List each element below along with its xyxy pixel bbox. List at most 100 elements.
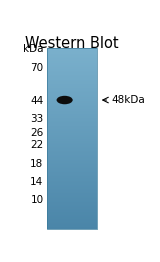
Bar bbox=[47, 96, 97, 97]
Bar bbox=[47, 122, 97, 123]
Bar bbox=[47, 106, 97, 107]
Bar bbox=[47, 133, 97, 134]
Bar bbox=[47, 139, 97, 140]
Bar bbox=[47, 153, 97, 154]
Bar bbox=[47, 76, 97, 77]
Bar bbox=[47, 134, 97, 135]
Bar bbox=[47, 127, 97, 128]
Bar bbox=[47, 55, 97, 56]
Text: 18: 18 bbox=[30, 159, 44, 168]
Bar bbox=[47, 185, 97, 186]
Bar bbox=[47, 111, 97, 112]
Bar bbox=[47, 121, 97, 122]
Bar bbox=[47, 91, 97, 92]
Bar bbox=[47, 211, 97, 212]
Bar bbox=[47, 108, 97, 109]
Bar bbox=[47, 208, 97, 209]
Text: 48kDa: 48kDa bbox=[111, 95, 145, 105]
Bar bbox=[47, 198, 97, 199]
Text: 26: 26 bbox=[30, 128, 44, 138]
Bar bbox=[47, 70, 97, 71]
Bar bbox=[47, 225, 97, 226]
Bar bbox=[47, 101, 97, 102]
Bar bbox=[47, 177, 97, 178]
Bar bbox=[47, 155, 97, 156]
Bar bbox=[47, 98, 97, 99]
Bar bbox=[47, 53, 97, 54]
Bar bbox=[47, 57, 97, 58]
Bar bbox=[47, 145, 97, 146]
Bar bbox=[47, 149, 97, 150]
Bar bbox=[47, 71, 97, 72]
Bar bbox=[47, 221, 97, 222]
Bar bbox=[47, 174, 97, 175]
Bar bbox=[47, 119, 97, 120]
Bar bbox=[47, 222, 97, 223]
Bar bbox=[47, 182, 97, 183]
Bar bbox=[47, 66, 97, 67]
Bar bbox=[47, 192, 97, 193]
Bar bbox=[47, 93, 97, 94]
Bar bbox=[47, 100, 97, 101]
Bar bbox=[47, 92, 97, 93]
Bar bbox=[47, 181, 97, 182]
Bar bbox=[47, 90, 97, 91]
Bar bbox=[47, 142, 97, 143]
Bar bbox=[47, 172, 97, 173]
Bar bbox=[47, 184, 97, 185]
Bar bbox=[47, 77, 97, 78]
Bar bbox=[47, 158, 97, 159]
Bar bbox=[47, 138, 97, 139]
Bar bbox=[47, 131, 97, 132]
Bar bbox=[47, 194, 97, 195]
Bar bbox=[47, 116, 97, 117]
Bar bbox=[47, 224, 97, 225]
Bar bbox=[47, 103, 97, 104]
Bar bbox=[47, 209, 97, 210]
Bar bbox=[47, 162, 97, 163]
Bar bbox=[47, 113, 97, 114]
Bar bbox=[47, 214, 97, 215]
Bar bbox=[47, 115, 97, 116]
Bar bbox=[47, 190, 97, 191]
Bar bbox=[47, 206, 97, 207]
Bar bbox=[47, 49, 97, 50]
Bar bbox=[47, 80, 97, 81]
Bar bbox=[47, 56, 97, 57]
Bar bbox=[47, 197, 97, 198]
Bar bbox=[47, 226, 97, 227]
Bar bbox=[47, 78, 97, 79]
Bar bbox=[47, 102, 97, 103]
Bar bbox=[47, 82, 97, 83]
Bar bbox=[47, 199, 97, 200]
Bar bbox=[47, 189, 97, 190]
Bar bbox=[47, 109, 97, 110]
Bar bbox=[47, 140, 97, 141]
Bar bbox=[47, 118, 97, 119]
Bar bbox=[47, 164, 97, 165]
Ellipse shape bbox=[57, 96, 73, 104]
Bar bbox=[47, 69, 97, 70]
Bar bbox=[47, 75, 97, 76]
Bar bbox=[47, 212, 97, 213]
Bar bbox=[47, 128, 97, 129]
Bar bbox=[47, 84, 97, 85]
Bar bbox=[47, 213, 97, 214]
Bar bbox=[47, 223, 97, 224]
Bar bbox=[47, 150, 97, 151]
Bar bbox=[47, 132, 97, 133]
Bar bbox=[47, 62, 97, 63]
Bar bbox=[47, 220, 97, 221]
Bar bbox=[47, 89, 97, 90]
Bar bbox=[47, 202, 97, 203]
Bar bbox=[47, 171, 97, 172]
Bar bbox=[47, 151, 97, 152]
Bar bbox=[47, 168, 97, 169]
Bar bbox=[47, 58, 97, 59]
Bar bbox=[47, 215, 97, 216]
Bar bbox=[47, 48, 97, 49]
Bar bbox=[47, 59, 97, 60]
Bar bbox=[47, 169, 97, 170]
Bar bbox=[47, 65, 97, 66]
Bar bbox=[47, 54, 97, 55]
